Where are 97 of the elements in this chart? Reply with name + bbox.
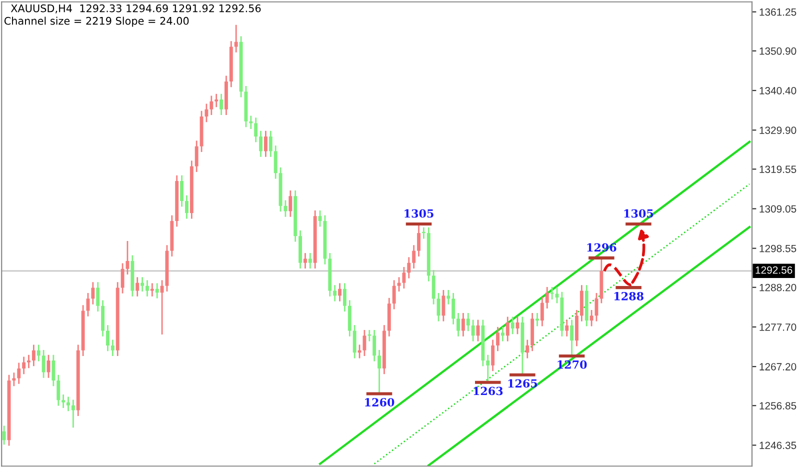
candlestick [452,292,456,326]
candlestick [486,354,490,384]
candlestick [249,115,253,130]
text: Channel size = 2219 Slope = 24.00 [4,16,189,27]
candlestick [318,210,322,228]
candlestick [27,354,30,369]
candlestick [259,130,263,158]
candlestick [456,312,460,338]
candlestick [2,425,6,446]
candlestick [466,312,470,332]
candlestick [407,256,411,280]
y-tick-label: 1267.20 [760,363,796,370]
candlestick [71,399,75,428]
y-tick-label: 1329.90 [760,126,796,134]
candlestick [545,286,549,310]
candlestick [268,130,272,158]
chart-title: XAUUSD,H4 1292.33 1294.69 1291.92 1292.56 [10,4,261,14]
candlestick [510,316,514,335]
candlestick [56,374,60,406]
ref-line-label: 1292.56 [756,266,792,274]
candlestick [96,281,100,312]
candlestick [180,174,184,208]
candlestick [32,344,36,367]
candlestick [506,316,510,342]
candlestick [36,344,40,362]
candlestick [590,309,594,327]
candlestick [150,282,154,298]
candlestick [446,289,450,306]
candlestick [214,93,218,108]
candlestick [303,252,307,270]
candlestick [160,280,164,336]
candlestick [392,280,396,310]
y-tick-label: 1319.55 [760,166,796,174]
candlestick [491,339,495,372]
y-tick-label: 1298.55 [760,244,796,252]
candlestick [66,396,70,412]
candlestick [432,269,436,306]
candlestick [308,252,312,270]
candlestick [146,280,149,298]
candlestick [402,266,406,290]
candlestick [42,349,46,379]
candlestick [254,116,258,143]
candlestick [442,289,446,322]
y-tick-label: 1277.70 [760,323,796,331]
candlestick [120,262,124,294]
candlestick [284,200,288,218]
candlestick [220,93,224,116]
y-tick-label: 1361.25 [760,8,796,16]
candlestick [352,324,356,359]
annotation: 1263 [474,386,503,396]
candlestick [274,144,278,180]
candlestick [22,356,26,375]
candlestick [536,312,539,327]
y-tick-label: 1350.90 [760,47,796,55]
candlestick [565,319,569,338]
candlestick [342,282,346,312]
y-tick-label: 1340.40 [760,87,796,94]
candlestick [17,362,21,385]
candlestick [185,194,188,220]
candlestick [234,24,238,54]
candlestick [333,284,337,302]
y-tick-label: 1309.05 [760,205,796,213]
candlestick [106,324,110,352]
candlestick [378,349,381,394]
candlestick [496,326,500,352]
candlestick [264,130,268,158]
candlestick [471,319,475,342]
y-tick-label: 1288.20 [760,284,796,292]
y-tick-label: 1246.35 [760,442,796,450]
annotation: 1260 [365,398,394,406]
candlestick [62,394,66,409]
candlestick [194,140,198,173]
candlestick [417,223,420,258]
candlestick [91,281,95,306]
candlestick [461,312,465,338]
candlestick [12,372,16,387]
candlestick [570,319,574,357]
candlestick [136,276,140,298]
candlestick [550,286,554,300]
candlestick [110,339,114,357]
candlestick [526,339,530,359]
candlestick [155,282,159,299]
candlestick [372,329,376,362]
annotation: 1288 [614,292,644,300]
candlestick [288,190,292,218]
candlestick [540,296,544,327]
candlestick [210,95,214,116]
candlestick [500,326,504,342]
candlestick [362,329,366,357]
candlestick [338,282,342,302]
annotation: 1265 [508,379,538,388]
candlestick [52,354,56,387]
annotation: 1305 [404,209,434,218]
y-tick-label: 1256.85 [760,402,796,410]
annotation: 1305 [624,209,654,218]
candlestick [412,244,416,270]
candlestick [140,276,144,292]
